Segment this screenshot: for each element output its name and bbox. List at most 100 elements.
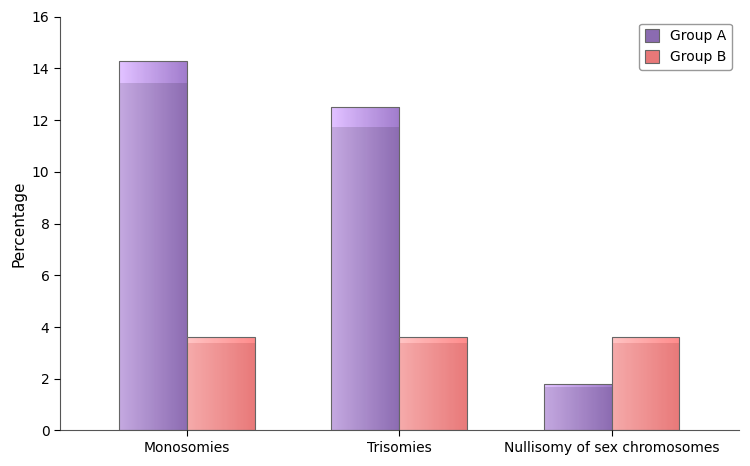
Bar xyxy=(454,337,455,343)
Bar xyxy=(166,61,168,431)
Bar xyxy=(142,61,143,83)
Bar xyxy=(210,337,212,431)
Bar xyxy=(406,337,407,431)
Bar xyxy=(192,337,193,343)
Bar xyxy=(598,384,599,431)
Bar xyxy=(173,61,175,83)
Bar xyxy=(392,107,394,127)
Bar xyxy=(456,337,458,431)
Bar xyxy=(635,337,637,343)
Bar xyxy=(586,384,588,431)
Bar xyxy=(238,337,239,431)
Bar xyxy=(132,61,133,431)
Bar xyxy=(596,384,597,387)
Bar xyxy=(246,337,248,343)
Bar xyxy=(418,337,419,343)
Bar xyxy=(623,337,624,431)
Bar xyxy=(436,337,437,431)
Bar xyxy=(602,384,603,431)
Bar xyxy=(555,384,556,387)
Bar xyxy=(368,107,369,431)
Bar xyxy=(364,107,365,127)
Bar xyxy=(634,337,635,431)
Bar xyxy=(615,337,616,343)
Bar xyxy=(407,337,409,343)
Bar xyxy=(151,61,152,431)
Bar xyxy=(434,337,436,343)
Bar xyxy=(160,61,161,83)
Bar xyxy=(396,107,398,127)
Bar xyxy=(188,337,255,431)
Bar xyxy=(554,384,555,431)
Bar xyxy=(332,107,334,431)
Bar xyxy=(607,384,608,387)
Bar xyxy=(641,337,642,431)
Bar xyxy=(126,61,128,431)
Bar xyxy=(349,107,350,127)
Bar xyxy=(635,337,637,431)
Bar xyxy=(162,61,164,431)
Bar xyxy=(374,107,376,431)
Bar xyxy=(620,337,621,343)
Bar xyxy=(463,337,464,431)
Bar xyxy=(230,337,232,343)
Bar xyxy=(212,337,214,343)
Bar xyxy=(564,384,566,431)
Bar xyxy=(164,61,165,83)
Bar xyxy=(157,61,158,431)
Bar xyxy=(229,337,230,431)
Bar xyxy=(662,337,664,431)
Bar xyxy=(561,384,562,387)
Bar xyxy=(369,107,370,431)
Bar xyxy=(560,384,561,431)
Bar xyxy=(580,384,581,431)
Bar xyxy=(659,337,661,431)
Bar xyxy=(376,107,378,431)
Bar xyxy=(560,384,561,387)
Bar xyxy=(447,337,448,431)
Bar xyxy=(217,337,218,431)
Bar xyxy=(433,337,435,431)
Bar xyxy=(633,337,634,431)
Bar xyxy=(352,107,353,127)
Bar xyxy=(371,107,373,127)
Bar xyxy=(378,107,380,127)
Bar xyxy=(239,337,241,431)
Bar xyxy=(130,61,132,431)
Bar xyxy=(460,337,462,431)
Bar xyxy=(440,337,442,343)
Bar xyxy=(345,107,346,431)
Bar xyxy=(446,337,447,343)
Bar xyxy=(169,61,170,83)
Bar xyxy=(611,337,613,343)
Bar xyxy=(591,384,592,387)
Bar xyxy=(245,337,246,431)
Bar xyxy=(137,61,139,83)
Bar xyxy=(193,337,194,431)
Bar xyxy=(199,337,200,431)
Bar xyxy=(457,337,458,431)
Bar xyxy=(150,61,152,83)
Bar xyxy=(180,61,182,431)
Bar xyxy=(400,337,402,431)
Bar xyxy=(617,337,619,431)
Bar xyxy=(238,337,239,343)
Bar xyxy=(254,337,255,431)
Bar xyxy=(121,61,122,431)
Bar xyxy=(465,337,466,343)
Bar xyxy=(233,337,235,343)
Bar xyxy=(589,384,590,431)
Bar xyxy=(343,107,344,431)
Bar xyxy=(465,337,466,431)
Bar xyxy=(401,337,403,343)
Bar xyxy=(248,337,250,431)
Bar xyxy=(380,107,382,431)
Bar xyxy=(142,61,143,431)
Bar xyxy=(425,337,427,343)
Bar xyxy=(151,61,152,83)
Bar xyxy=(459,337,460,343)
Bar xyxy=(351,107,352,431)
Y-axis label: Percentage: Percentage xyxy=(11,180,26,267)
Bar xyxy=(380,107,382,127)
Bar xyxy=(442,337,444,343)
